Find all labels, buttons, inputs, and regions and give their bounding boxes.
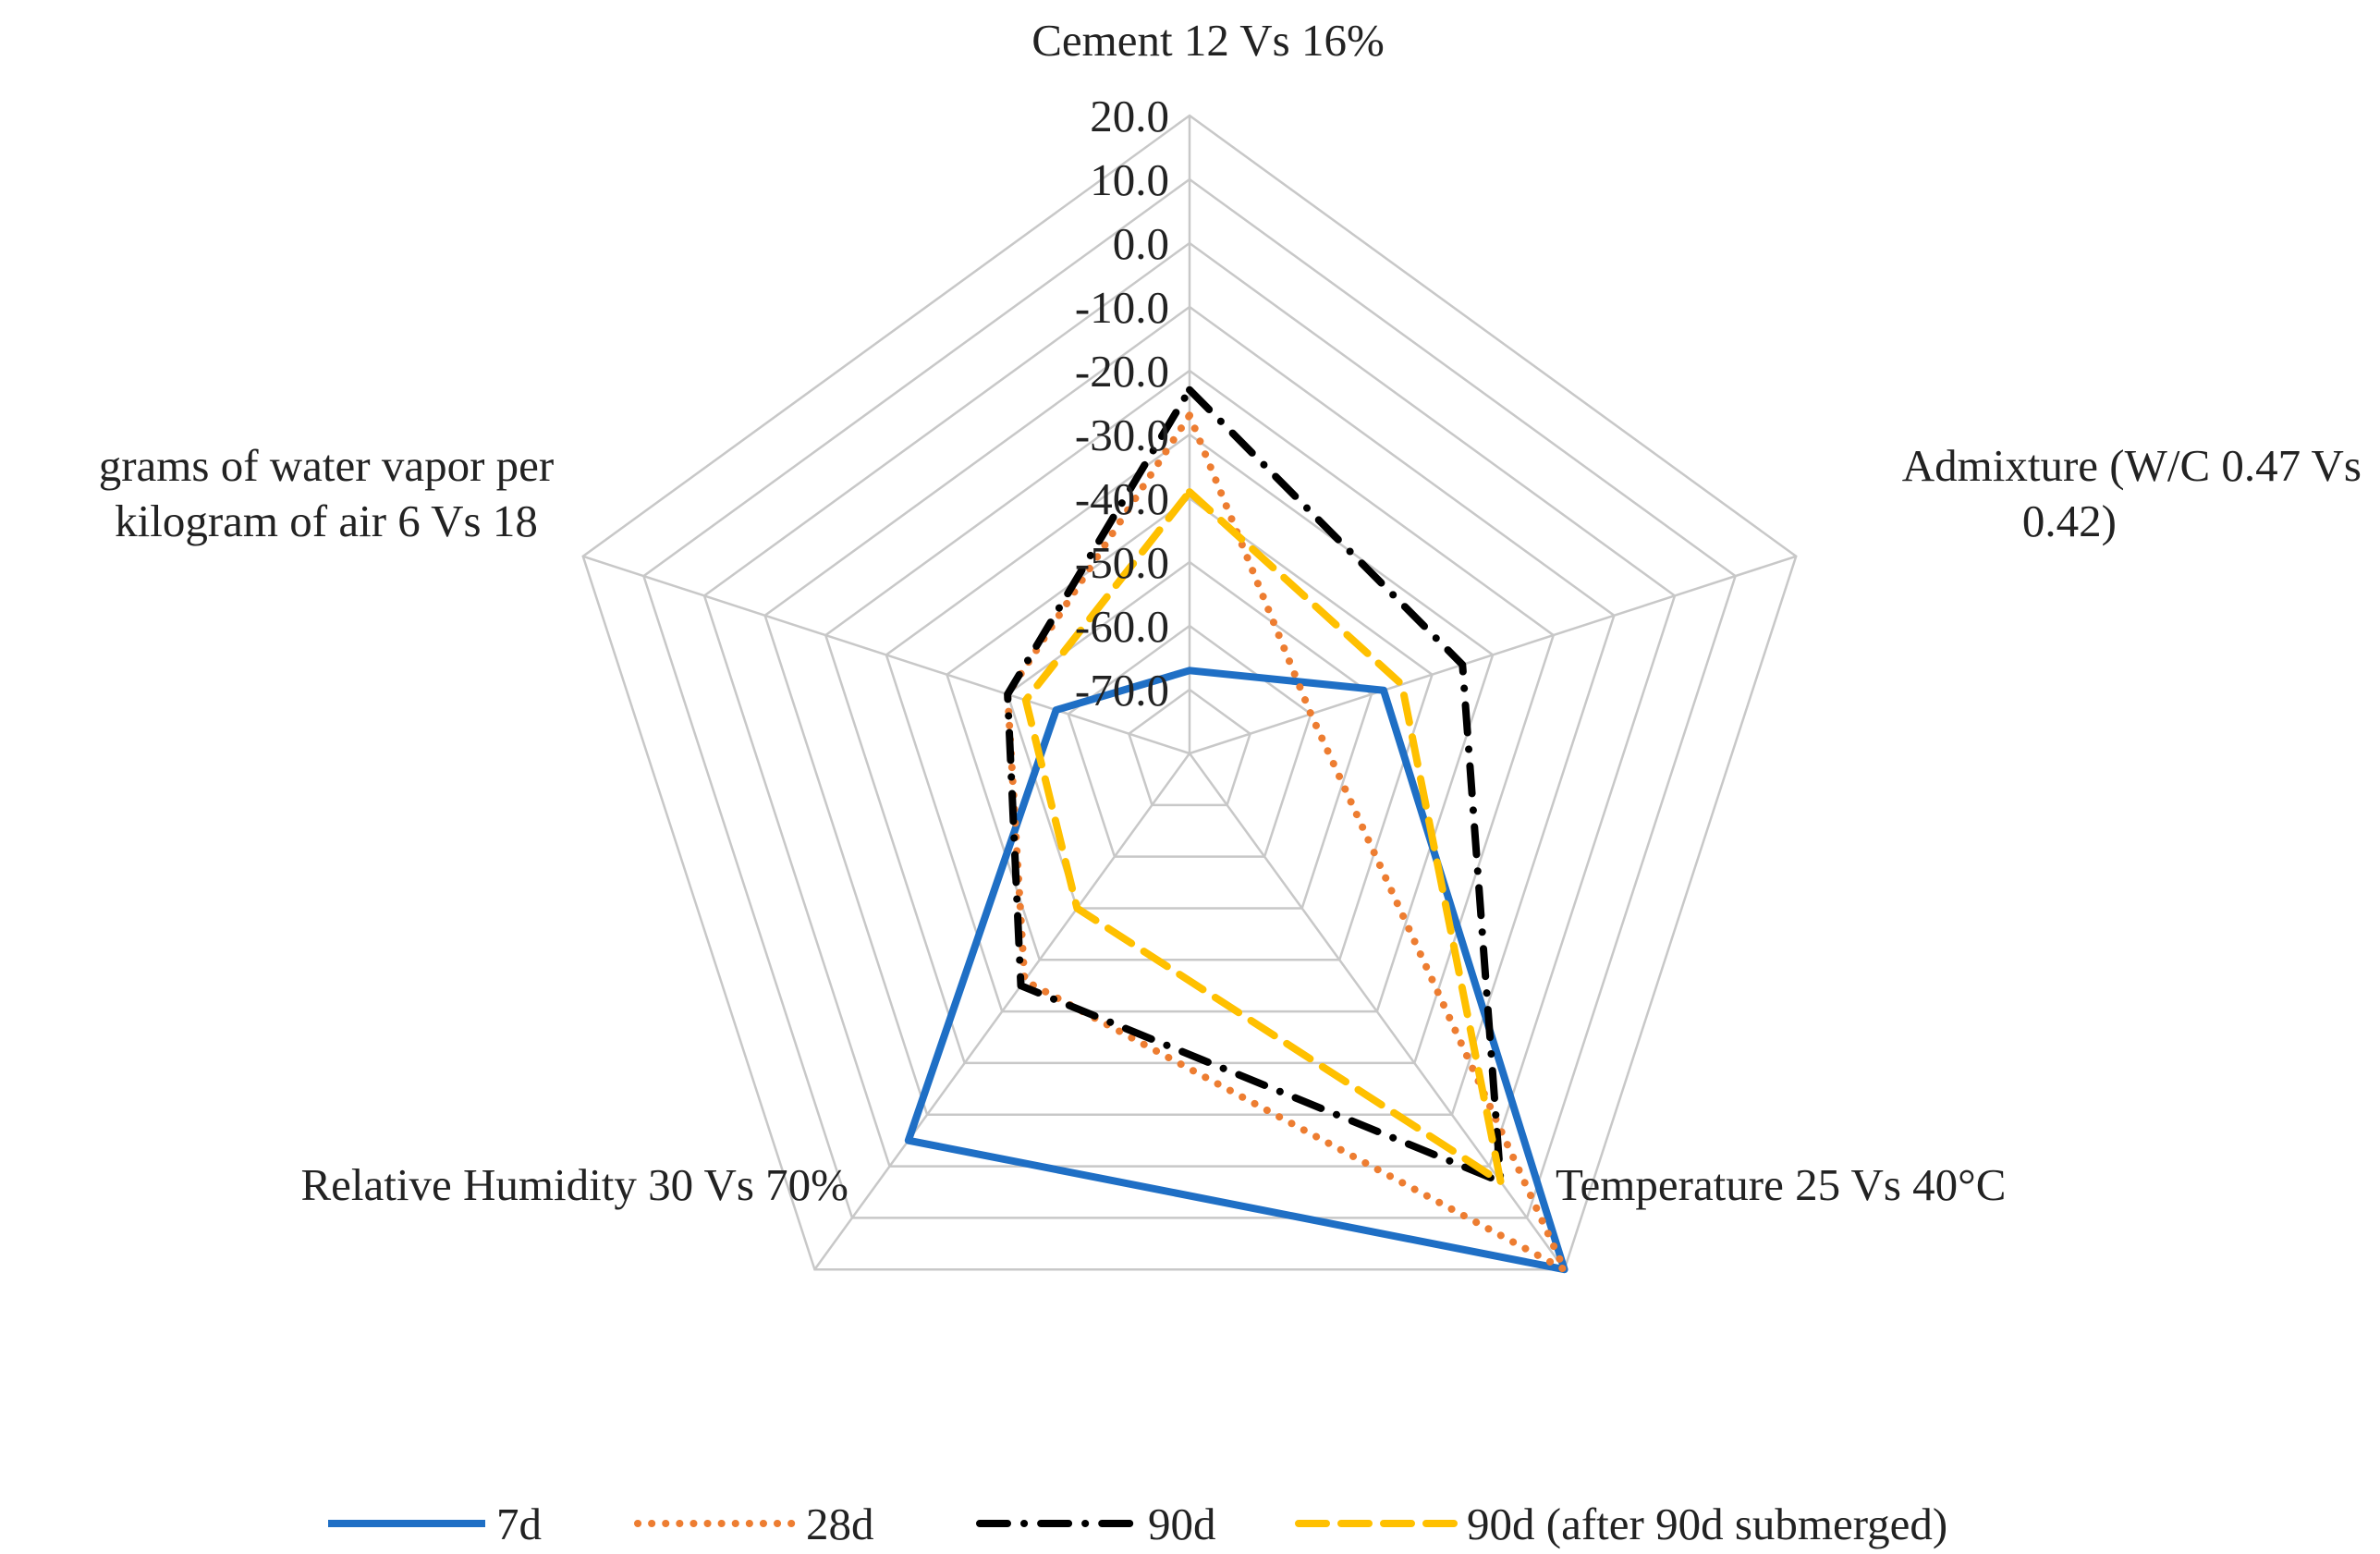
- axis-spoke: [813, 753, 1191, 1270]
- tick-label: -30.0: [1075, 410, 1169, 460]
- axis-label: Cement 12 Vs 16%: [1031, 15, 1385, 66]
- legend-item: 90d (after 90d submerged): [1295, 1499, 1947, 1549]
- axis-label: Temperature 25 Vs 40°C: [1556, 1159, 2006, 1210]
- tick-label: 0.0: [1113, 218, 1169, 269]
- grid-ring: [1006, 560, 1373, 910]
- legend-label: 90d: [1148, 1499, 1216, 1549]
- grid-ring: [581, 114, 1798, 1271]
- radar-series: [904, 385, 1568, 1274]
- chart-legend: 7d 28d 90d 90d (after 90d submerged): [328, 1499, 1947, 1549]
- tick-label: -70.0: [1075, 665, 1169, 716]
- radar-axis-labels: Cement 12 Vs 16%Admixture (W/C 0.47 Vs0.…: [99, 15, 2362, 1210]
- series-line-90d-after-90d-submerged-: [1021, 488, 1505, 1186]
- grid-ring: [702, 241, 1677, 1168]
- grid-ring: [1127, 688, 1252, 807]
- axis-label: kilogram of air 6 Vs 18: [115, 496, 538, 546]
- tick-label: -60.0: [1075, 601, 1169, 652]
- axis-spoke: [582, 555, 1190, 755]
- tick-label: -50.0: [1075, 537, 1169, 588]
- axis-label: Admixture (W/C 0.47 Vs: [1902, 440, 2362, 491]
- grid-ring: [641, 177, 1738, 1219]
- grid-ring: [824, 369, 1556, 1065]
- tick-label: 10.0: [1090, 154, 1169, 205]
- grid-ring: [946, 496, 1434, 961]
- legend-label: 7d: [496, 1499, 542, 1549]
- radar-grid: [581, 114, 1798, 1271]
- tick-label: -10.0: [1075, 282, 1169, 333]
- legend-label: 28d: [806, 1499, 874, 1549]
- legend-item: 7d: [328, 1499, 542, 1549]
- radar-spokes: [582, 116, 1797, 1270]
- legend-item: 90d: [976, 1499, 1216, 1549]
- radar-tick-labels: 20.0 10.0 0.0 -10.0 -20.0 -30.0 -40.0 -50.0 -60.…: [1075, 91, 1169, 716]
- tick-label: 20.0: [1090, 91, 1169, 141]
- series-line-7d: [904, 667, 1568, 1274]
- legend-item: 28d: [634, 1499, 874, 1549]
- tick-label: -40.0: [1075, 473, 1169, 524]
- legend-label: 90d (after 90d submerged): [1467, 1499, 1947, 1549]
- axis-label: 0.42): [2022, 496, 2117, 546]
- axis-spoke: [1189, 555, 1797, 755]
- tick-label: -20.0: [1075, 346, 1169, 397]
- axis-label: grams of water vapor per: [99, 440, 555, 491]
- grid-ring: [763, 305, 1616, 1117]
- series-line-90d: [1004, 385, 1505, 1186]
- grid-ring: [885, 433, 1495, 1013]
- axis-label: Relative Humidity 30 Vs 70%: [301, 1159, 849, 1210]
